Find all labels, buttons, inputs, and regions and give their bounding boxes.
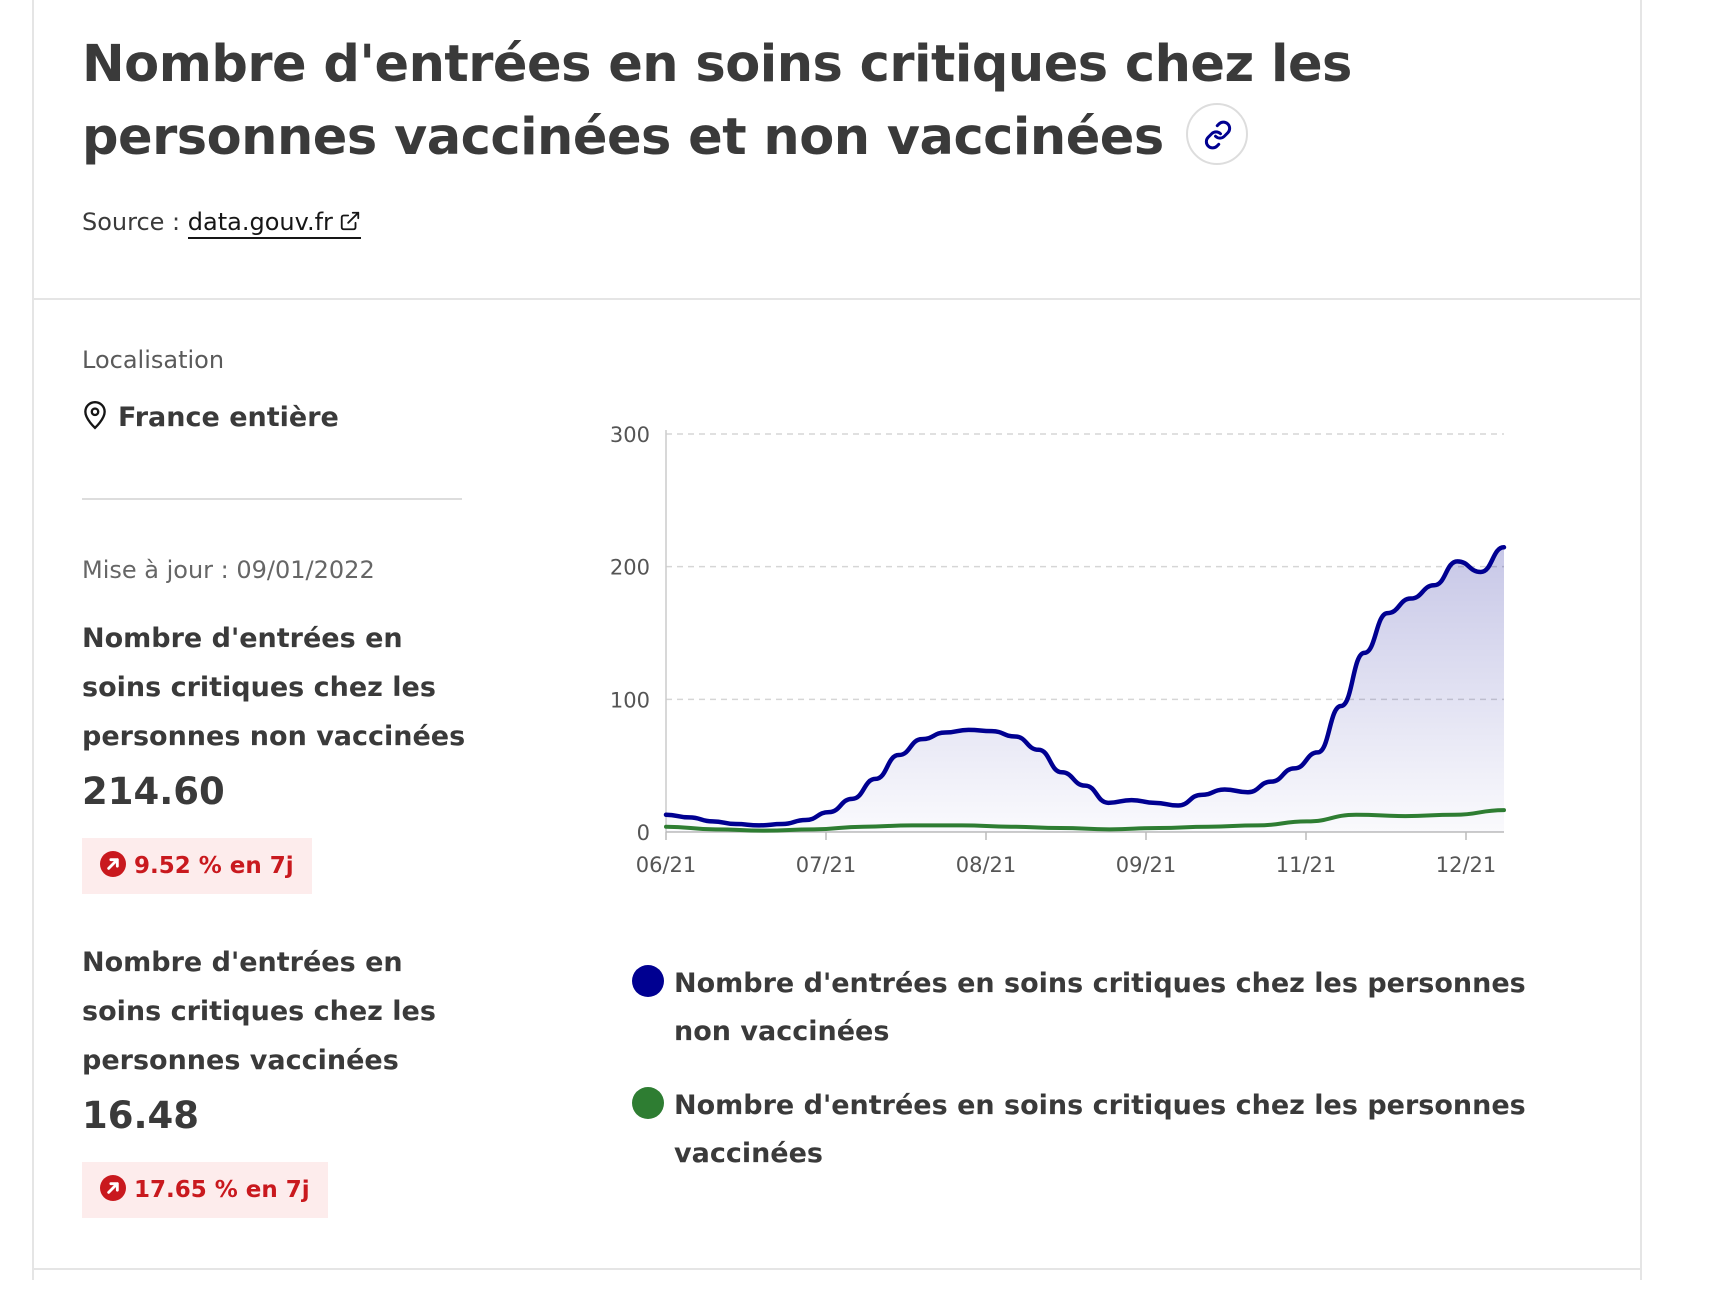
- legend-dot-unvaccinated: [632, 965, 664, 997]
- legend-label-unvaccinated: Nombre d'entrées en soins critiques chez…: [674, 968, 1526, 1047]
- sidebar-divider: [82, 498, 462, 500]
- external-link-icon: [340, 211, 360, 231]
- x-tick-label: 07/21: [796, 853, 857, 877]
- legend-item-vaccinated[interactable]: Nombre d'entrées en soins critiques chez…: [632, 1082, 1592, 1178]
- chart-area: 0 100 200 300 06/21 07/21 08/21 09/21 11/21 12/21: [554, 300, 1614, 1270]
- page-title: Nombre d'entrées en soins critiques chez…: [82, 28, 1402, 174]
- x-tick-label: 09/21: [1116, 853, 1177, 877]
- legend-dot-vaccinated: [632, 1087, 664, 1119]
- arrow-up-right-icon: [100, 851, 126, 877]
- location-label: Localisation: [82, 346, 225, 374]
- trend-text-vaccinated: 17.65 % en 7j: [134, 1177, 310, 1203]
- trend-text-unvaccinated: 9.52 % en 7j: [134, 853, 294, 879]
- link-icon: [1204, 120, 1231, 150]
- source-link[interactable]: data.gouv.fr: [187, 208, 361, 239]
- indicator-label-vaccinated: Nombre d'entrées en soins critiques chez…: [82, 947, 436, 1076]
- source-link-text: data.gouv.fr: [187, 208, 333, 236]
- location-value: France entière: [118, 402, 339, 433]
- y-tick-label: 200: [610, 556, 650, 580]
- location-selector[interactable]: France entière: [82, 400, 339, 433]
- legend-label-vaccinated: Nombre d'entrées en soins critiques chez…: [674, 1090, 1526, 1169]
- indicator-card: Nombre d'entrées en soins critiques chez…: [32, 0, 1642, 1280]
- line-chart: 0 100 200 300 06/21 07/21 08/21 09/21 11/21 12/21: [610, 423, 1507, 877]
- trend-badge-vaccinated: 17.65 % en 7j: [82, 1162, 328, 1218]
- trend-badge-unvaccinated: 9.52 % en 7j: [82, 838, 312, 894]
- x-tick-label: 06/21: [636, 853, 697, 877]
- y-tick-label: 100: [610, 688, 650, 712]
- indicator-value-unvaccinated: 214.60: [82, 770, 225, 813]
- y-tick-label: 300: [610, 423, 650, 447]
- x-tick-label: 12/21: [1436, 853, 1497, 877]
- copy-link-button[interactable]: [1185, 103, 1248, 165]
- indicator-label-unvaccinated: Nombre d'entrées en soins critiques chez…: [82, 623, 466, 752]
- legend-item-unvaccinated[interactable]: Nombre d'entrées en soins critiques chez…: [632, 960, 1592, 1056]
- map-pin-icon: [84, 400, 106, 430]
- series-area-unvaccinated: [666, 547, 1504, 832]
- arrow-up-right-icon: [100, 1175, 126, 1201]
- y-tick-label: 0: [637, 821, 650, 845]
- card-body: Localisation France entière Mise à jour …: [34, 300, 1640, 1270]
- series-line-vaccinated: [664, 808, 1506, 833]
- source-line: Source : data.gouv.fr: [82, 208, 361, 239]
- x-tick-label: 11/21: [1276, 853, 1337, 877]
- indicator-value-vaccinated: 16.48: [82, 1094, 200, 1137]
- update-date: Mise à jour : 09/01/2022: [82, 556, 375, 584]
- page-title-text: Nombre d'entrées en soins critiques chez…: [82, 35, 1352, 167]
- x-tick-label: 08/21: [956, 853, 1017, 877]
- source-prefix: Source :: [82, 208, 181, 236]
- card-header: Nombre d'entrées en soins critiques chez…: [34, 0, 1640, 300]
